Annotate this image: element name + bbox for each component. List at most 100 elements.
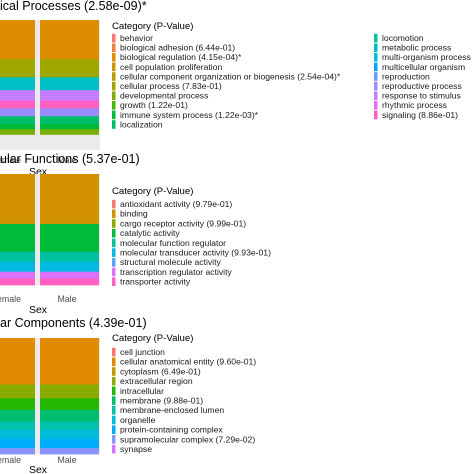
legend-item: locomotion [382, 33, 424, 43]
legend-item: signaling (8.86e-01) [382, 110, 458, 120]
bar-segment [0, 20, 35, 60]
bar-segment [0, 90, 35, 101]
bar-segment [0, 398, 35, 411]
legend-swatch [112, 199, 116, 209]
bar-segment [40, 223, 99, 253]
legend-swatch [112, 110, 116, 120]
bar-segment [40, 124, 99, 130]
legend-item: membrane-enclosed lumen [120, 405, 224, 415]
bar-segment [40, 108, 99, 117]
x-tick-label: Male [57, 455, 76, 465]
legend-item: localization [120, 119, 163, 129]
legend-item: binding [120, 209, 148, 219]
legend-item: intracellular [120, 386, 164, 396]
legend-item: response to stimulus [382, 91, 461, 101]
bar-segment [0, 278, 35, 286]
legend-swatch [112, 53, 116, 62]
bar-segment [0, 448, 35, 455]
bar-segment [40, 421, 99, 431]
bar-segment [40, 384, 99, 399]
legend-item: organelle [120, 415, 156, 425]
legend-item: immune system process (1.22e-03)* [120, 110, 259, 120]
legend-item: transcription regulator activity [120, 267, 232, 277]
legend-item: cellular process (7.83e-01) [120, 81, 222, 91]
bar-segment [0, 174, 35, 225]
legend-swatch [112, 248, 116, 257]
bar-segment [40, 409, 99, 422]
bar-segment [40, 77, 99, 91]
x-axis-label: Sex [29, 304, 48, 316]
bar-segment [0, 409, 35, 422]
legend-swatch [112, 406, 116, 415]
bar-segment [40, 129, 99, 135]
legend-item: metabolic process [382, 43, 451, 53]
panel-1: ical Processes (2.58e-09)*emaleMaleSexCa… [0, 0, 471, 178]
legend-item: rhythmic process [382, 100, 447, 110]
legend-swatch [112, 228, 116, 238]
legend-item: cell junction [120, 347, 165, 357]
legend-swatch [374, 53, 378, 62]
bar-segment [40, 271, 99, 279]
bar-segment [40, 20, 99, 60]
x-tick-label: emale [0, 455, 21, 465]
bar-segment [0, 124, 35, 130]
legend-swatch [112, 277, 116, 286]
bar-segment [40, 90, 99, 101]
legend-item: membrane (9.88e-01) [120, 396, 203, 406]
legend-swatch [112, 238, 116, 248]
legend-item: multicellular organism [382, 62, 465, 72]
legend-item: antioxidant activity (9.79e-01) [120, 199, 232, 209]
legend-swatch [374, 62, 378, 72]
bar-segment [40, 261, 99, 273]
legend-item: supramolecular complex (7.29e-02) [120, 434, 255, 444]
legend-title: Category (P-Value) [112, 21, 193, 32]
legend-title: Category (P-Value) [112, 333, 193, 344]
legend-item: cytoplasm (6.49e-01) [120, 366, 201, 376]
legend-item: extracellular region [120, 376, 193, 386]
bar-segment [0, 271, 35, 279]
legend-item: multi-organism process [382, 52, 471, 62]
x-tick-label: Male [57, 294, 76, 304]
bar-segment [40, 174, 99, 225]
x-tick-label: emale [0, 294, 21, 304]
bar-segment [40, 59, 99, 78]
bar-segment [40, 278, 99, 286]
legend-item: biological regulation (4.15e-04)* [120, 52, 242, 62]
legend-swatch [374, 33, 378, 43]
legend-swatch [112, 376, 116, 386]
legend-swatch [112, 444, 116, 454]
bar-segment [0, 429, 35, 440]
bar-segment [0, 59, 35, 78]
legend-item: reproduction [382, 71, 430, 81]
legend-swatch [112, 425, 116, 434]
bar-segment [40, 338, 99, 385]
bar-segment [0, 77, 35, 91]
bar-segment [40, 438, 99, 449]
legend-swatch [112, 81, 116, 91]
legend-swatch [112, 62, 116, 72]
legend-swatch [112, 209, 116, 219]
legend-swatch [374, 81, 378, 91]
legend-swatch [112, 258, 116, 267]
legend-item: cell population proliferation [120, 62, 222, 72]
panel-title: ular Functions (5.37e-01) [0, 152, 140, 166]
panel-2: ular Functions (5.37e-01)emaleMaleSexCat… [0, 152, 271, 316]
legend-swatch [112, 91, 116, 100]
legend-item: structural molecule activity [120, 257, 221, 267]
legend-swatch [112, 43, 116, 52]
legend-item: cellular component organization or bioge… [120, 71, 341, 81]
bar-segment [0, 223, 35, 253]
legend-swatch [112, 386, 116, 396]
legend-item: developmental process [120, 91, 208, 101]
legend-item: molecular transducer activity (9.93e-01) [120, 248, 271, 258]
bar-segment [0, 438, 35, 449]
legend-swatch [112, 33, 116, 43]
bar-segment [0, 129, 35, 135]
bar-segment [0, 384, 35, 399]
legend-swatch [374, 110, 378, 120]
panel-title: ar Components (4.39e-01) [0, 316, 147, 330]
bar-segment [40, 448, 99, 455]
legend-item: behavior [120, 33, 153, 43]
bar-segment [0, 338, 35, 385]
legend-item: biological adhesion (6.44e-01) [120, 43, 235, 53]
